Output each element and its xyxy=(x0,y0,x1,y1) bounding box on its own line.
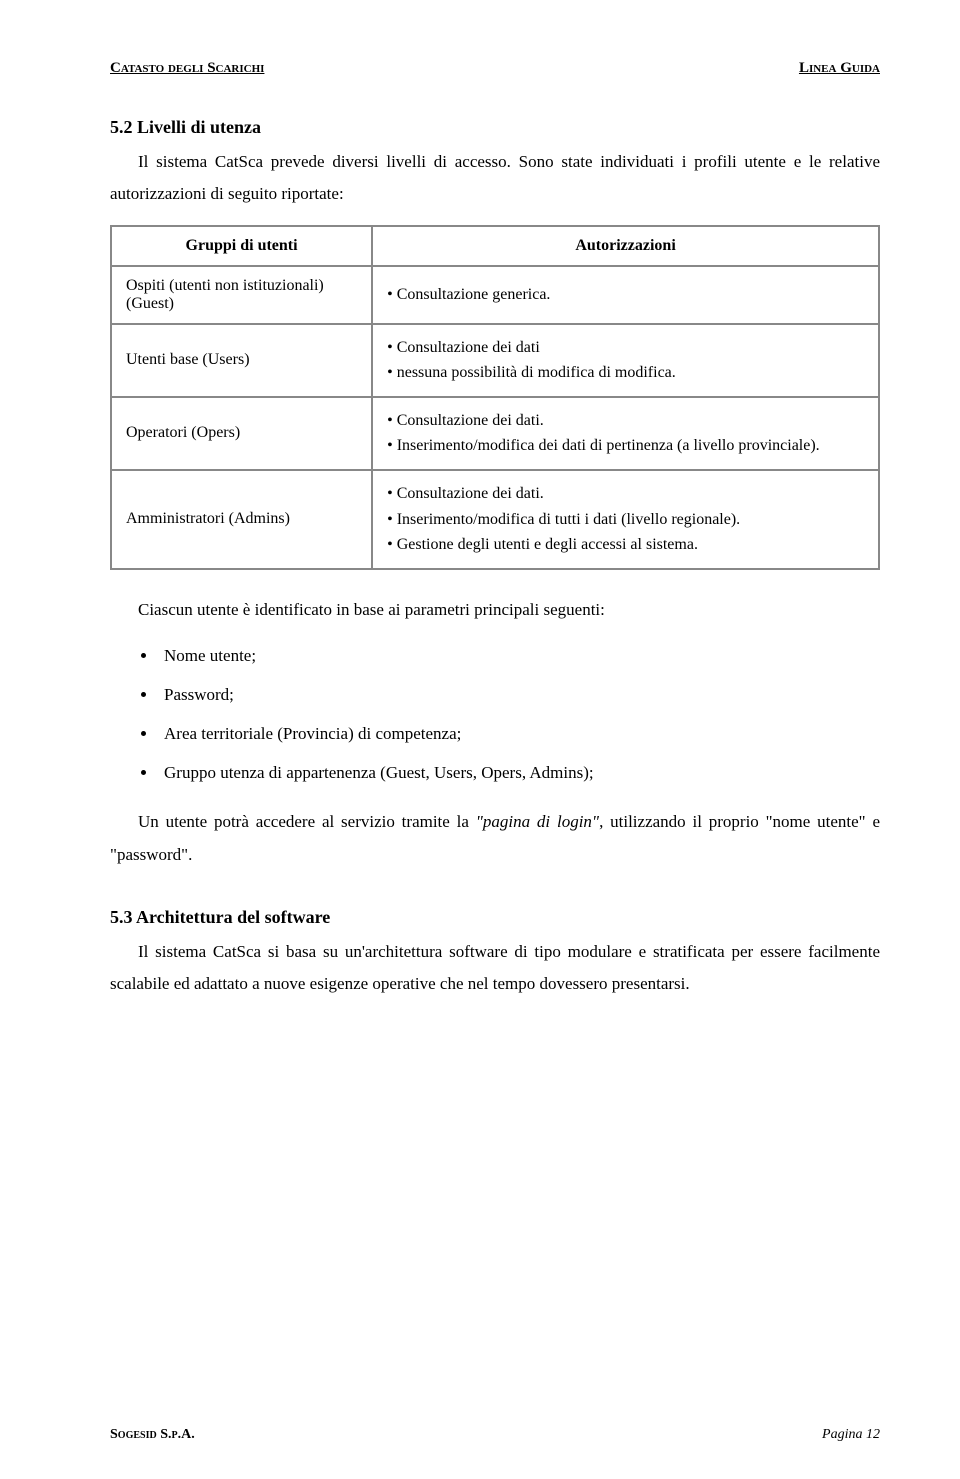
cell-group: Amministratori (Admins) xyxy=(111,470,372,569)
section-5-2-title: 5.2 Livelli di utenza xyxy=(110,117,880,138)
cell-group: Operatori (Opers) xyxy=(111,397,372,470)
list-item: Password; xyxy=(158,675,880,714)
footer-page-number: Pagina 12 xyxy=(822,1427,880,1443)
section-5-3-title: 5.3 Architettura del software xyxy=(110,907,880,928)
cell-group: Utenti base (Users) xyxy=(111,324,372,397)
cell-auth: • Consultazione generica. xyxy=(372,266,879,324)
section-5-3-body: Il sistema CatSca si basa su un'architet… xyxy=(110,936,880,1001)
cell-auth: • Consultazione dei dati.• Inserimento/m… xyxy=(372,397,879,470)
header-left: Catasto degli Scarichi xyxy=(110,60,264,77)
table-header-row: Gruppi di utenti Autorizzazioni xyxy=(111,226,879,266)
authorizations-table: Gruppi di utenti Autorizzazioni Ospiti (… xyxy=(110,225,880,570)
page-footer: Sogesid S.p.A. Pagina 12 xyxy=(110,1427,880,1443)
list-item: Nome utente; xyxy=(158,636,880,675)
table-row: Ospiti (utenti non istituzionali) (Guest… xyxy=(111,266,879,324)
list-item: Gruppo utenza di appartenenza (Guest, Us… xyxy=(158,753,880,792)
table-row: Amministratori (Admins) • Consultazione … xyxy=(111,470,879,569)
cell-auth: • Consultazione dei dati.• Inserimento/m… xyxy=(372,470,879,569)
login-text-a: Un utente potrà accedere al servizio tra… xyxy=(138,812,476,831)
table-row: Utenti base (Users) • Consultazione dei … xyxy=(111,324,879,397)
col-header-groups: Gruppi di utenti xyxy=(111,226,372,266)
table-row: Operatori (Opers) • Consultazione dei da… xyxy=(111,397,879,470)
cell-group: Ospiti (utenti non istituzionali) (Guest… xyxy=(111,266,372,324)
list-item: Area territoriale (Provincia) di compete… xyxy=(158,714,880,753)
page-header: Catasto degli Scarichi Linea Guida xyxy=(110,60,880,77)
section-5-2-intro: Il sistema CatSca prevede diversi livell… xyxy=(110,146,880,211)
col-header-auth: Autorizzazioni xyxy=(372,226,879,266)
footer-company: Sogesid S.p.A. xyxy=(110,1427,195,1443)
params-lead: Ciascun utente è identificato in base ai… xyxy=(110,594,880,626)
login-quote: "pagina di login" xyxy=(476,812,599,831)
cell-auth: • Consultazione dei dati• nessuna possib… xyxy=(372,324,879,397)
params-list: Nome utente; Password; Area territoriale… xyxy=(110,636,880,792)
login-paragraph: Un utente potrà accedere al servizio tra… xyxy=(110,806,880,871)
header-right: Linea Guida xyxy=(799,60,880,77)
